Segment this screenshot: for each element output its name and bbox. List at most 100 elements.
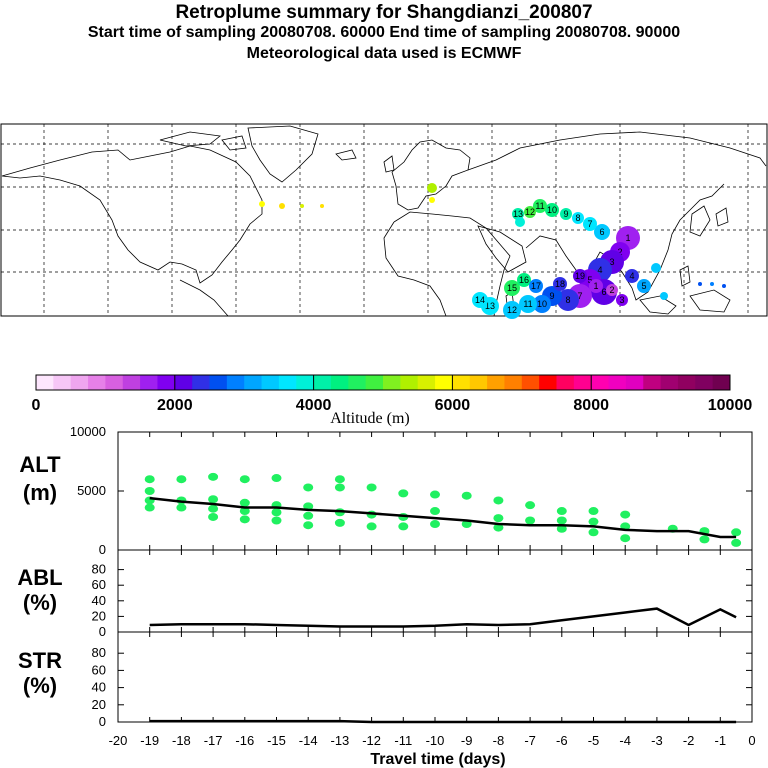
- altitude-point: [208, 504, 219, 513]
- colorbar-swatch: [209, 375, 228, 390]
- x-tick-label: -8: [493, 733, 505, 748]
- altitude-point: [731, 538, 742, 547]
- colorbar-swatch: [105, 375, 124, 390]
- colorbar-swatch: [53, 375, 72, 390]
- x-tick-label: -20: [109, 733, 128, 748]
- plume-marker: [515, 217, 525, 227]
- x-tick-label: -4: [619, 733, 631, 748]
- plume-day-label: 1: [593, 281, 598, 291]
- altitude-point: [239, 507, 250, 516]
- panel-label: STR: [18, 648, 62, 673]
- y-tick-label: 0: [99, 542, 106, 557]
- plume-day-label: 17: [531, 281, 541, 291]
- altitude-point: [208, 512, 219, 521]
- colorbar-swatch: [643, 375, 662, 390]
- x-tick-label: -9: [461, 733, 473, 748]
- plume-day-label: 14: [475, 295, 485, 305]
- colorbar-swatch: [296, 375, 315, 390]
- plume-marker: [583, 217, 597, 231]
- plume-day-label: 9: [549, 291, 554, 301]
- altitude-point: [588, 507, 599, 516]
- altitude-point: [239, 498, 250, 507]
- colorbar-swatch: [417, 375, 436, 390]
- plume-marker: [529, 279, 543, 293]
- colorbar-swatch: [608, 375, 627, 390]
- colorbar-swatch: [400, 375, 419, 390]
- plume-day-label: 8: [575, 213, 580, 223]
- panel-unit: (%): [23, 590, 57, 615]
- plume-day-label: 2: [609, 285, 614, 295]
- x-tick-label: -17: [204, 733, 223, 748]
- colorbar-tick-label: 0: [32, 397, 41, 414]
- plume-day-label: 6: [599, 227, 604, 237]
- colorbar-swatch: [365, 375, 384, 390]
- x-tick-label: -18: [172, 733, 191, 748]
- altitude-point: [303, 511, 314, 520]
- plume-day-label: 3: [619, 295, 624, 305]
- plume-marker: [573, 269, 587, 283]
- coastlines: [1, 125, 767, 317]
- altitude-point: [239, 515, 250, 524]
- altitude-point: [493, 523, 504, 532]
- plume-day-label: 2: [617, 247, 622, 257]
- altitude-point: [208, 495, 219, 504]
- altitude-point: [144, 503, 155, 512]
- colorbar-tick-label: 10000: [708, 397, 753, 414]
- plume-day-label: 18: [555, 279, 565, 289]
- y-tick-label: 60: [92, 662, 106, 677]
- plume-day-label: 11: [535, 201, 544, 211]
- altitude-point: [430, 520, 440, 529]
- colorbar-swatch: [539, 375, 557, 390]
- colorbar-swatch: [261, 375, 280, 390]
- x-tick-label: -5: [588, 733, 600, 748]
- altitude-point: [271, 508, 282, 517]
- plume-day-label: 5: [641, 281, 646, 291]
- altitude-point: [525, 516, 536, 525]
- panel-label: ABL: [17, 565, 62, 590]
- plume-marker: [606, 284, 618, 296]
- y-tick-label: 5000: [77, 483, 106, 498]
- plume-day-label: 13: [513, 209, 523, 219]
- plume-marker: [651, 263, 661, 273]
- x-tick-label: -10: [426, 733, 445, 748]
- colorbar-swatch: [122, 375, 141, 390]
- altitude-point: [556, 524, 567, 533]
- plume-marker: [710, 282, 714, 286]
- colorbar-swatch: [556, 375, 575, 390]
- altitude-point: [303, 521, 314, 530]
- altitude-point: [525, 501, 536, 510]
- plume-marker: [625, 269, 639, 283]
- plume-marker: [557, 289, 579, 311]
- plume-marker: [519, 295, 537, 313]
- plume-day-label: 10: [547, 205, 557, 215]
- colorbar-swatch: [313, 375, 332, 390]
- colorbar-swatch: [174, 375, 193, 390]
- plume-marker: [637, 279, 651, 293]
- altitude-point: [620, 534, 631, 543]
- plume-day-label: 5: [587, 275, 592, 285]
- plume-marker: [429, 197, 435, 203]
- x-tick-label: 0: [748, 733, 755, 748]
- altitude-point: [334, 483, 345, 492]
- altitude-point: [176, 475, 187, 484]
- colorbar-tick-label: 8000: [573, 397, 609, 414]
- altitude-point: [271, 474, 282, 483]
- colorbar: 0 2000 4000 6000 8000 10000 Altitude (m): [32, 374, 753, 427]
- plume-marker: [279, 203, 285, 209]
- plume-day-label: 13: [485, 301, 495, 311]
- altitude-point: [731, 528, 742, 537]
- altitude-point: [493, 514, 504, 523]
- x-tick-label: -3: [651, 733, 663, 748]
- altitude-point: [461, 491, 472, 500]
- series-line: [149, 607, 737, 628]
- plume-marker: [698, 282, 702, 286]
- colorbar-swatch: [36, 375, 54, 390]
- colorbar-swatch: [677, 375, 696, 390]
- plume-day-label: 1: [625, 233, 630, 243]
- colorbar-swatch: [226, 375, 245, 390]
- map-gridlines: [1, 124, 767, 316]
- plume-marker: [300, 204, 304, 208]
- plume-day-label: 12: [525, 207, 535, 217]
